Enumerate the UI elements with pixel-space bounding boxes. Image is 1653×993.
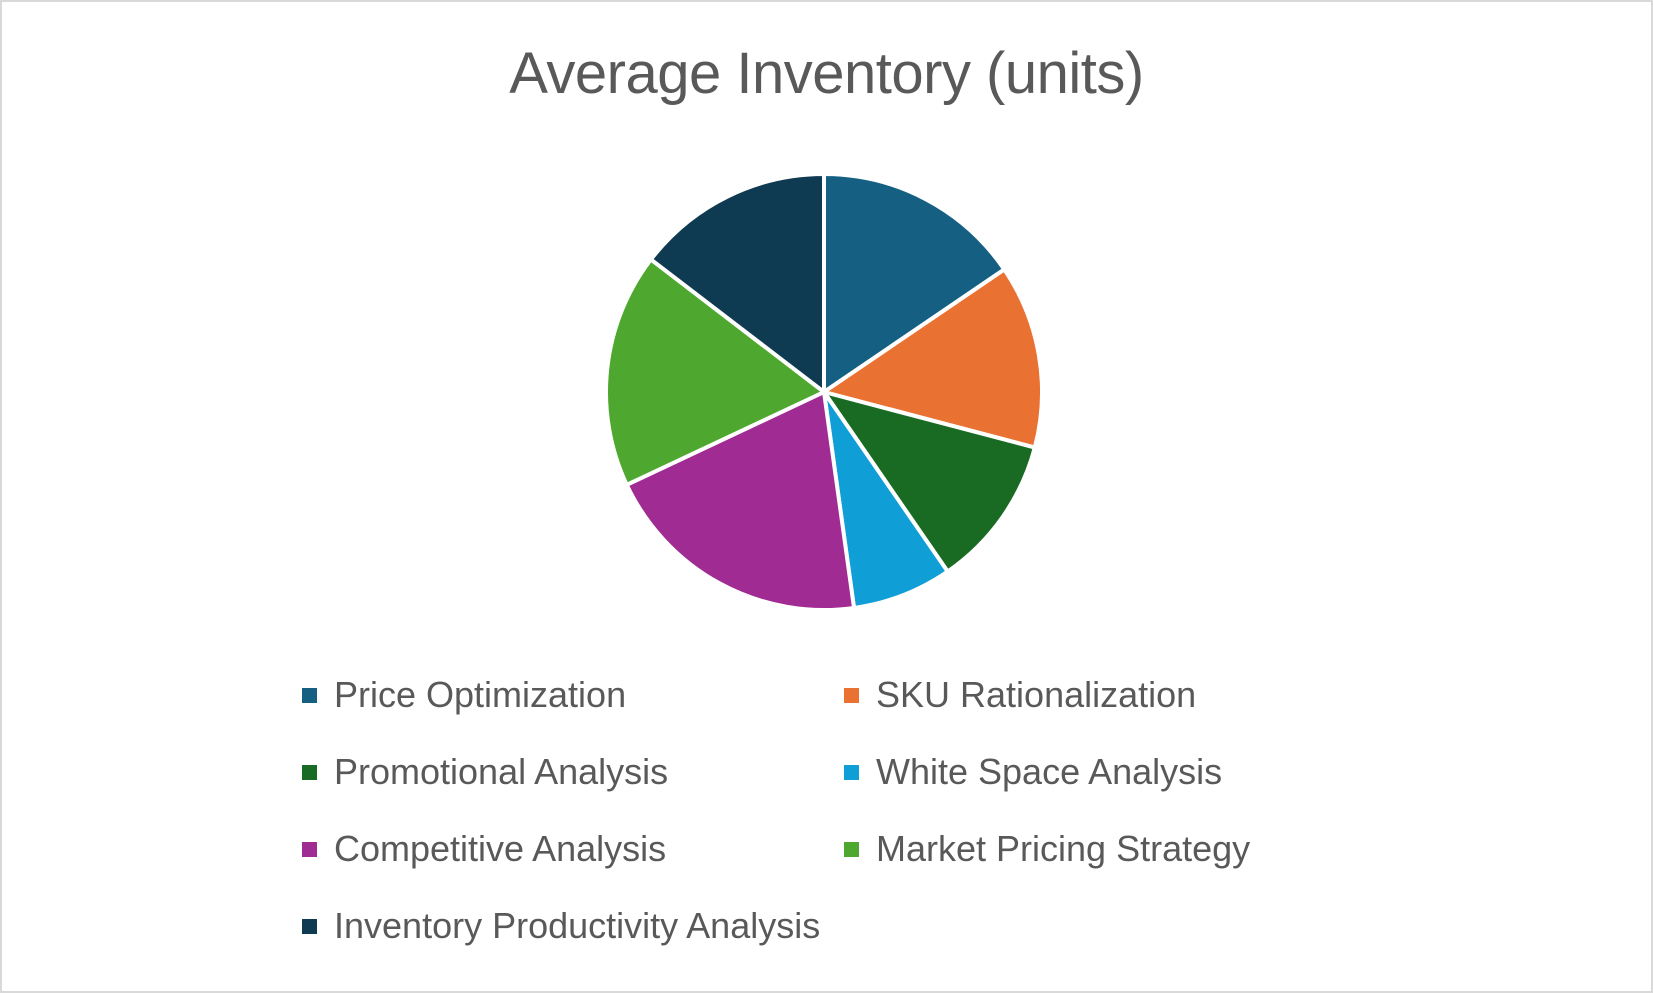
legend-swatch bbox=[844, 841, 859, 857]
pie-slice-inventory-productivity-analysis bbox=[648, 172, 826, 394]
legend-item: Inventory Productivity Analysis bbox=[302, 905, 844, 947]
legend-item: Price Optimization bbox=[302, 674, 844, 716]
legend-item: SKU Rationalization bbox=[844, 674, 1404, 716]
legend-label: Promotional Analysis bbox=[334, 751, 669, 792]
legend-label: White Space Analysis bbox=[876, 751, 1223, 792]
legend-label: Market Pricing Strategy bbox=[876, 828, 1251, 869]
legend-label: Price Optimization bbox=[334, 674, 627, 715]
legend: Price Optimization SKU Rationalization Pro… bbox=[302, 674, 1402, 947]
legend-item: Market Pricing Strategy bbox=[844, 828, 1404, 870]
legend-label: Competitive Analysis bbox=[334, 828, 667, 869]
legend-label: SKU Rationalization bbox=[876, 674, 1197, 715]
legend-swatch bbox=[302, 841, 317, 857]
legend-item: White Space Analysis bbox=[844, 751, 1404, 793]
legend-swatch bbox=[844, 764, 859, 780]
pie-slice-competitive-analysis bbox=[624, 390, 857, 612]
legend-item: Promotional Analysis bbox=[302, 751, 844, 793]
chart-title: Average Inventory (units) bbox=[509, 41, 1144, 106]
legend-swatch bbox=[302, 687, 317, 703]
legend-item: Competitive Analysis bbox=[302, 828, 844, 870]
legend-swatch bbox=[302, 764, 317, 780]
legend-label: Inventory Productivity Analysis bbox=[334, 905, 821, 946]
legend-swatch bbox=[302, 918, 317, 934]
pie-slice-promotional-analysis bbox=[822, 390, 1037, 574]
pie-slice-market-pricing-strategy bbox=[604, 257, 826, 487]
pie-slice-sku-rationalization bbox=[822, 267, 1044, 450]
legend-swatch bbox=[844, 687, 859, 703]
pie-slice-price-optimization bbox=[822, 172, 1007, 394]
